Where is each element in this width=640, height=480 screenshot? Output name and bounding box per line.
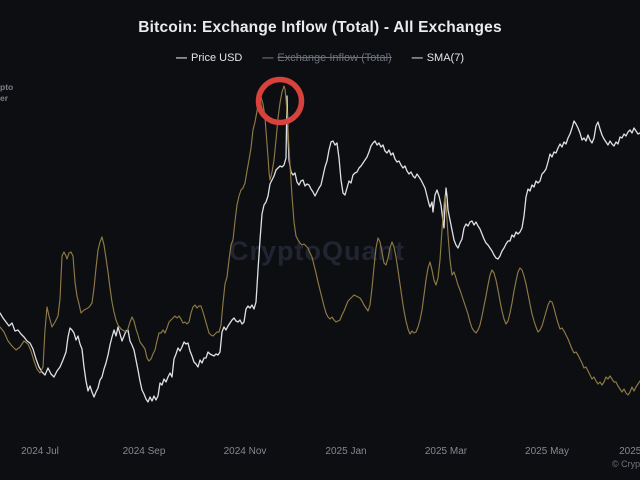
left-edge-watermark-line1: pto: [0, 82, 14, 92]
x-axis-tick-2: 2024 Nov: [223, 446, 267, 457]
legend-item-exchange-inflow[interactable]: — Exchange Inflow (Total): [262, 52, 391, 64]
legend-item-sma-7[interactable]: — SMA(7): [412, 52, 464, 64]
legend: — Price USD — Exchange Inflow (Total) — SMA(7…: [0, 52, 640, 64]
annotation-circle: [255, 76, 305, 126]
x-axis: 2024 Jul 2024 Sep 2024 Nov 2025 Jan 2025 Mar…: [0, 446, 640, 460]
legend-dash-price-usd: —: [176, 52, 187, 64]
x-axis-tick-1: 2024 Sep: [122, 446, 166, 457]
x-axis-tick-0: 2024 Jul: [21, 446, 59, 457]
legend-label-price-usd: Price USD: [191, 52, 243, 64]
chart-title: Bitcoin: Exchange Inflow (Total) - All E…: [138, 19, 502, 36]
copyright-watermark: © CryptoQuant: [612, 459, 640, 469]
left-edge-watermark: pto er: [0, 82, 13, 104]
x-axis-tick-4: 2025 Mar: [424, 446, 468, 457]
legend-dash-sma-7: —: [411, 52, 423, 64]
sma-7-line: [0, 85, 640, 396]
legend-dash-exchange-inflow: —: [262, 52, 273, 64]
x-axis-tick-3: 2025 Jan: [325, 446, 367, 457]
left-edge-watermark-line2: er: [0, 93, 9, 103]
legend-item-price-usd[interactable]: — Price USD: [176, 52, 242, 64]
legend-label-exchange-inflow: Exchange Inflow (Total): [277, 52, 392, 64]
x-axis-tick-5: 2025 May: [525, 446, 569, 457]
x-axis-tick-6: 2025 Jul: [619, 446, 640, 457]
legend-label-sma-7: SMA(7): [426, 52, 464, 64]
price-usd-line: [0, 95, 640, 403]
